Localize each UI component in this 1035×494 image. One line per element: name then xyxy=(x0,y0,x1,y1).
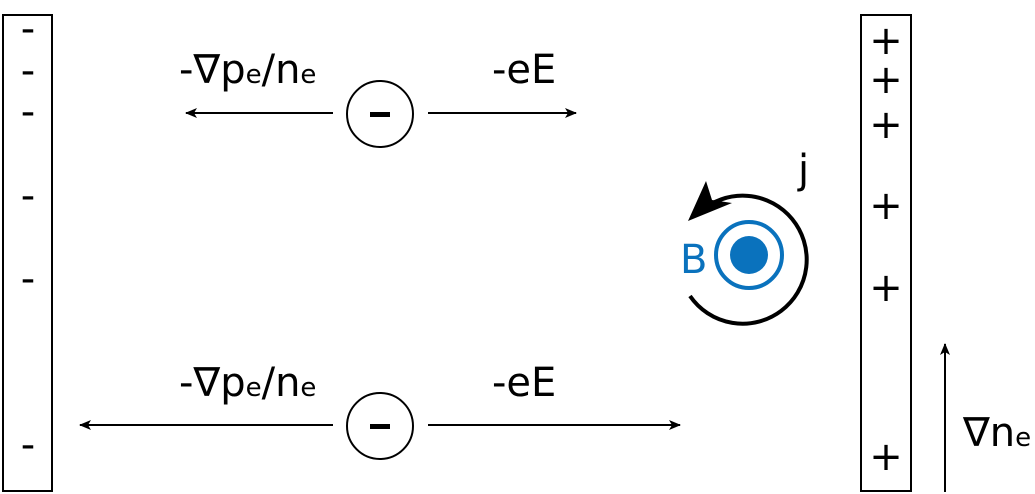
negative-charge: - xyxy=(21,6,35,52)
lower-pressure-label: -∇pe/ne xyxy=(179,360,316,406)
negative-charge: - xyxy=(21,48,35,94)
field-out-of-page-ring xyxy=(714,220,784,290)
lower-electron-minus xyxy=(370,424,390,429)
positive-charge: + xyxy=(869,18,903,64)
field-out-of-page-dot xyxy=(730,236,768,274)
magnetic-field-group: B xyxy=(680,220,784,290)
density-gradient-label: ∇ne xyxy=(962,410,1031,456)
positive-charge: + xyxy=(869,434,903,480)
positive-charge: + xyxy=(869,265,903,311)
current-loop-arc xyxy=(688,193,809,326)
right-plate-charges: + + + + + + xyxy=(869,18,903,480)
field-label: B xyxy=(680,237,707,283)
upper-pressure-label: -∇pe/ne xyxy=(179,47,316,93)
lower-electron-group: -∇pe/ne -eE xyxy=(79,360,681,460)
upper-electron-group: -∇pe/ne -eE xyxy=(179,47,577,148)
negative-charge: - xyxy=(21,173,35,219)
positive-charge: + xyxy=(869,183,903,229)
positive-charge: + xyxy=(869,57,903,103)
negative-charge: - xyxy=(21,89,35,135)
positive-charge: + xyxy=(869,102,903,148)
current-loop-group: j xyxy=(688,147,809,326)
left-plate-frame xyxy=(2,14,53,492)
upper-electron-minus xyxy=(370,112,390,117)
right-plate: + + + + + + xyxy=(860,14,912,492)
current-loop-arrowhead xyxy=(688,181,732,221)
left-plate: - - - - - - xyxy=(2,6,53,492)
right-plate-frame xyxy=(860,14,912,492)
upper-electric-label: -eE xyxy=(492,47,556,93)
lower-electric-label: -eE xyxy=(492,360,556,406)
negative-charge: - xyxy=(21,422,35,468)
negative-charge: - xyxy=(21,256,35,302)
current-label: j xyxy=(797,147,809,193)
left-plate-charges: - - - - - - xyxy=(21,6,35,468)
density-gradient-group: ∇ne xyxy=(940,343,1031,492)
